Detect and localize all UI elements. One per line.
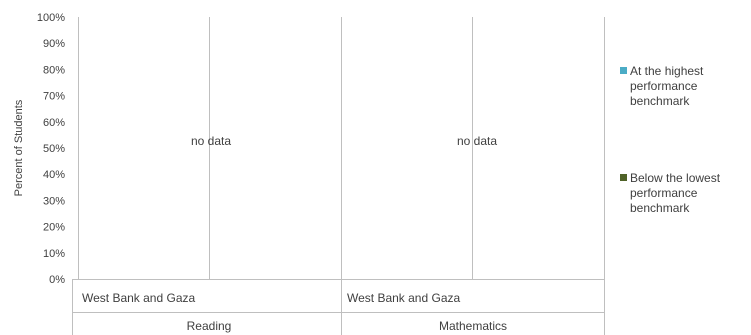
- y-tick-label: 30%: [43, 195, 65, 207]
- y-tick-label: 20%: [43, 222, 65, 234]
- category-label-mathematics: West Bank and Gaza: [347, 291, 461, 305]
- legend-item-highest: At the highest performance benchmark: [620, 64, 740, 109]
- category-label-reading: West Bank and Gaza: [82, 291, 196, 305]
- annotation-mathematics: no data: [457, 134, 497, 148]
- legend-label-highest: At the highest performance benchmark: [630, 64, 704, 108]
- y-tick-label: 90%: [43, 38, 65, 50]
- group-label-reading: Reading: [187, 319, 232, 333]
- y-tick-label: 40%: [43, 169, 65, 181]
- group-label-mathematics: Mathematics: [439, 319, 507, 333]
- legend-item-lowest: Below the lowest performance benchmark: [620, 171, 740, 216]
- y-axis-ticks: 0% 10% 20% 30% 40% 50% 60% 70% 80% 90% 100%: [37, 12, 65, 286]
- legend-swatch-highest: [620, 67, 627, 74]
- legend-label-lowest: Below the lowest performance benchmark: [630, 171, 721, 215]
- y-tick-label: 50%: [43, 143, 65, 155]
- chart-frame: [72, 17, 605, 335]
- y-tick-label: 10%: [43, 248, 65, 260]
- y-axis-title: Percent of Students: [13, 99, 25, 196]
- y-tick-label: 60%: [43, 117, 65, 129]
- y-tick-label: 80%: [43, 64, 65, 76]
- y-tick-label: 0%: [49, 274, 65, 286]
- legend-swatch-lowest: [620, 174, 627, 181]
- y-tick-label: 100%: [37, 12, 65, 24]
- y-tick-label: 70%: [43, 91, 65, 103]
- annotation-reading: no data: [191, 134, 231, 148]
